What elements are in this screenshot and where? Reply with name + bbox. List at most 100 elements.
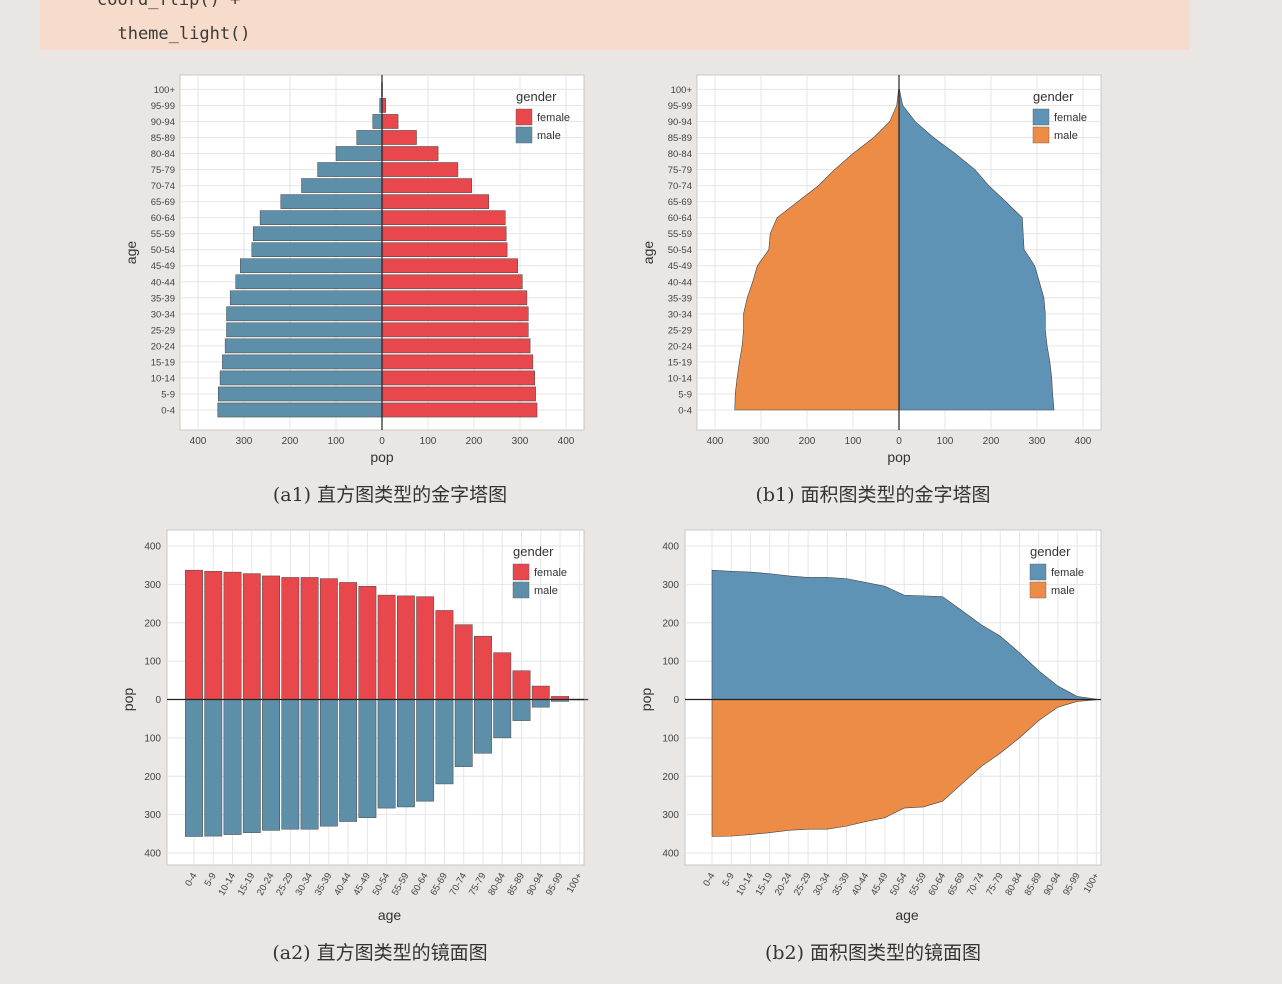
bar-male bbox=[252, 226, 383, 241]
area-male bbox=[711, 699, 1097, 837]
bar-male bbox=[226, 322, 383, 338]
bar-female bbox=[381, 274, 523, 290]
tick-label-x: 60-64 bbox=[927, 871, 949, 898]
bar-male bbox=[358, 699, 377, 818]
tick-label-x: 20-24 bbox=[255, 871, 277, 898]
legend-label-female: female bbox=[537, 112, 570, 124]
tick-label-x: 200 bbox=[799, 436, 816, 447]
tick-label-x: 95-99 bbox=[544, 871, 566, 898]
code-block: coord_flip() + theme_light() bbox=[40, 0, 1190, 50]
tick-label-y: 55-59 bbox=[151, 229, 175, 240]
bar-female bbox=[381, 402, 538, 418]
tick-label-y: 300 bbox=[662, 580, 679, 591]
tick-label-x: 100+ bbox=[1082, 871, 1102, 895]
tick-label-x: 75-79 bbox=[467, 871, 489, 898]
bar-male bbox=[493, 699, 512, 739]
bar-female bbox=[381, 242, 508, 258]
tick-label-x: 15-19 bbox=[236, 871, 258, 898]
tick-label-x: 95-99 bbox=[1061, 871, 1083, 898]
bar-male bbox=[217, 386, 383, 402]
tick-label-x: 70-74 bbox=[965, 871, 987, 898]
tick-label-y: 20-24 bbox=[151, 341, 175, 352]
tick-label-x: 40-44 bbox=[332, 871, 354, 898]
bar-female bbox=[381, 306, 529, 322]
tick-label-x: 90-94 bbox=[525, 871, 547, 898]
bar-female bbox=[512, 670, 531, 700]
tick-label-y: 35-39 bbox=[668, 293, 692, 304]
tick-label-y: 300 bbox=[144, 580, 161, 591]
tick-label-x: 300 bbox=[236, 436, 253, 447]
bar-female bbox=[381, 114, 399, 129]
tick-label-y: 100 bbox=[662, 733, 679, 744]
tick-label-x: 10-14 bbox=[216, 871, 238, 898]
tick-label-y: 5-9 bbox=[161, 389, 175, 400]
area-female bbox=[898, 89, 1055, 411]
bar-female bbox=[319, 578, 338, 700]
tick-label-y: 40-44 bbox=[151, 277, 175, 288]
tick-label-x: 0 bbox=[379, 436, 385, 447]
legend-label-female: female bbox=[1054, 112, 1087, 124]
bar-male bbox=[319, 699, 338, 827]
chart-b1: 0-4 5-9 10-14 15-19 20-24 25-29 30-34 35-39 40-4… bbox=[640, 74, 1102, 465]
axis-title-y: age bbox=[123, 241, 139, 265]
tick-label-x: 300 bbox=[512, 436, 529, 447]
legend-label-male: male bbox=[537, 130, 561, 142]
bar-female bbox=[381, 258, 518, 274]
bar-male bbox=[512, 699, 531, 721]
bar-male bbox=[235, 274, 383, 290]
bar-male bbox=[474, 699, 492, 754]
tick-label-y: 300 bbox=[144, 810, 161, 821]
tick-label-y: 0 bbox=[155, 695, 161, 706]
tick-label-y: 20-24 bbox=[668, 341, 692, 352]
bar-male bbox=[454, 699, 473, 767]
axis-title-x: age bbox=[378, 907, 402, 923]
tick-label-x: 100 bbox=[937, 436, 954, 447]
tick-label-y: 25-29 bbox=[151, 325, 175, 336]
bar-male bbox=[372, 114, 383, 129]
bar-female bbox=[262, 575, 280, 700]
tick-label-y: 90-94 bbox=[668, 117, 692, 128]
legend-key-female bbox=[1029, 563, 1047, 581]
bar-female bbox=[381, 130, 417, 145]
bar-female bbox=[381, 290, 528, 306]
legend-title: gender bbox=[513, 544, 554, 559]
tick-label-y: 400 bbox=[144, 542, 161, 553]
axis-title-x: pop bbox=[370, 449, 394, 465]
tick-label-y: 50-54 bbox=[668, 245, 692, 256]
bar-male bbox=[339, 699, 358, 822]
bar-male bbox=[531, 699, 550, 708]
tick-label-x: 400 bbox=[190, 436, 207, 447]
tick-label-x: 0-4 bbox=[701, 871, 717, 888]
legend-key-male bbox=[512, 581, 530, 599]
tick-label-y: 0-4 bbox=[161, 406, 175, 417]
tick-label-y: 400 bbox=[144, 849, 161, 860]
tick-label-y: 80-84 bbox=[151, 149, 175, 160]
bar-female bbox=[242, 573, 261, 700]
tick-label-x: 85-89 bbox=[1023, 871, 1045, 898]
tick-label-y: 80-84 bbox=[668, 149, 692, 160]
tick-label-x: 0 bbox=[896, 436, 902, 447]
tick-label-x: 35-39 bbox=[830, 871, 852, 898]
bar-male bbox=[396, 699, 415, 808]
bar-female bbox=[381, 178, 472, 193]
area-male bbox=[734, 89, 900, 411]
tick-label-x: 100 bbox=[328, 436, 345, 447]
bar-female bbox=[281, 577, 300, 700]
legend-key-male bbox=[515, 126, 533, 144]
bar-male bbox=[280, 194, 383, 209]
tick-label-x: 100 bbox=[845, 436, 862, 447]
bar-male bbox=[301, 178, 383, 193]
tick-label-x: 75-79 bbox=[984, 871, 1006, 898]
legend-key-male bbox=[1029, 581, 1047, 599]
legend-key-male bbox=[1032, 126, 1050, 144]
area-female bbox=[711, 569, 1097, 700]
caption-a1: (a1) 直方图类型的金字塔图 bbox=[272, 484, 508, 506]
tick-label-x: 30-34 bbox=[294, 871, 316, 898]
tick-label-y: 100 bbox=[662, 657, 679, 668]
tick-label-x: 65-69 bbox=[428, 871, 450, 898]
axis-title-x: pop bbox=[887, 449, 911, 465]
tick-label-x: 200 bbox=[983, 436, 1000, 447]
legend-label-male: male bbox=[1054, 130, 1078, 142]
chart-a1: 0-4 5-9 10-14 15-19 20-24 25-29 30-34 35-39 40-4… bbox=[123, 74, 585, 465]
axis-title-y: pop bbox=[638, 688, 654, 712]
